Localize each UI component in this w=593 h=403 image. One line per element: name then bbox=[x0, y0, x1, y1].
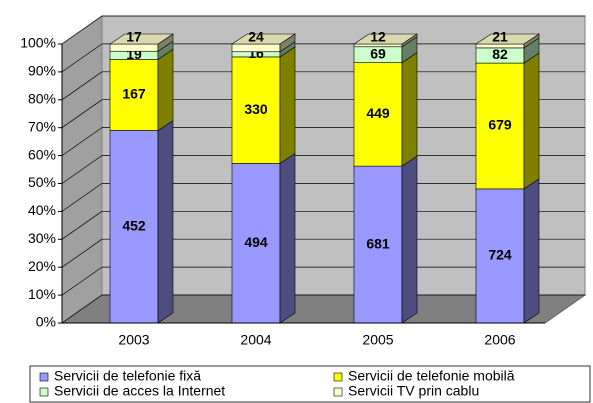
y-tick-label: 50% bbox=[28, 174, 56, 190]
grid-line-side bbox=[61, 266, 103, 296]
bar-top bbox=[475, 33, 540, 45]
grid-line-side bbox=[61, 294, 103, 324]
bar-segment bbox=[353, 165, 403, 324]
y-tick-label: 80% bbox=[28, 91, 56, 107]
bar-top bbox=[231, 33, 296, 45]
value-label: 17 bbox=[126, 29, 142, 45]
value-label: 167 bbox=[122, 86, 146, 102]
grid-line-side bbox=[61, 127, 103, 156]
legend-swatch bbox=[39, 372, 49, 382]
y-tick-label: 70% bbox=[28, 118, 56, 134]
grid-line-side bbox=[61, 99, 103, 128]
bar-segment bbox=[231, 163, 281, 324]
bar-side bbox=[401, 52, 418, 167]
x-tick-label: 2004 bbox=[240, 332, 271, 348]
value-label: 24 bbox=[248, 29, 264, 45]
bar-segment bbox=[109, 43, 159, 52]
value-label: 12 bbox=[370, 29, 386, 45]
grid-line-side bbox=[61, 71, 103, 101]
y-tick-label: 90% bbox=[28, 63, 56, 79]
legend-label: Servicii de telefonie mobilă bbox=[348, 368, 515, 384]
grid-line-side bbox=[61, 183, 103, 212]
value-label: 82 bbox=[492, 46, 508, 62]
value-label: 330 bbox=[244, 101, 268, 117]
y-tick-label: 100% bbox=[20, 35, 56, 51]
y-tick-label: 10% bbox=[28, 286, 56, 302]
value-label: 681 bbox=[366, 235, 390, 251]
y-tick-label: 30% bbox=[28, 230, 56, 246]
bar-top bbox=[353, 33, 418, 45]
x-tick-label: 2006 bbox=[484, 332, 515, 348]
legend bbox=[29, 365, 591, 403]
grid-line-side bbox=[61, 15, 103, 45]
bar-top bbox=[109, 33, 174, 45]
legend-items: Servicii de telefonie fixă Servicii de te… bbox=[39, 368, 515, 399]
y-tick-label: 60% bbox=[28, 146, 56, 162]
bar-side bbox=[279, 152, 296, 324]
bar-side bbox=[279, 46, 296, 165]
value-label: 679 bbox=[488, 117, 512, 133]
legend-swatch bbox=[333, 387, 343, 397]
bar-segment bbox=[231, 43, 281, 53]
value-label: 21 bbox=[492, 29, 508, 45]
bar-segment bbox=[231, 56, 281, 164]
grid-line-side bbox=[61, 155, 103, 184]
grid-line-side bbox=[61, 211, 103, 240]
legend-label: Servicii de acces la Internet bbox=[54, 383, 225, 399]
value-label: 449 bbox=[366, 105, 390, 121]
grid-line-side bbox=[61, 238, 103, 268]
grid bbox=[58, 15, 585, 324]
value-label: 69 bbox=[370, 45, 386, 61]
x-tick-label: 2005 bbox=[362, 332, 393, 348]
bar-side bbox=[523, 52, 540, 190]
y-tick-label: 40% bbox=[28, 202, 56, 218]
legend-swatch bbox=[39, 387, 49, 397]
bar-segment bbox=[353, 62, 403, 167]
y-tick-label: 0% bbox=[36, 314, 56, 330]
bar-side bbox=[157, 119, 174, 324]
value-label: 724 bbox=[488, 247, 512, 263]
bar-side bbox=[523, 178, 540, 324]
y-tick-label: 20% bbox=[28, 258, 56, 274]
bar-segment bbox=[475, 62, 525, 190]
x-tick-label: 2003 bbox=[118, 332, 149, 348]
grid-line-side bbox=[61, 43, 103, 73]
bar-segment bbox=[109, 59, 159, 131]
legend-label: Servicii de telefonie fixă bbox=[54, 368, 201, 384]
value-label: 494 bbox=[244, 234, 268, 250]
value-label: 452 bbox=[122, 217, 146, 233]
bar-side bbox=[401, 155, 418, 324]
legend-label: Servicii TV prin cablu bbox=[348, 383, 479, 399]
bar-side bbox=[157, 48, 174, 132]
legend-swatch bbox=[333, 372, 343, 382]
